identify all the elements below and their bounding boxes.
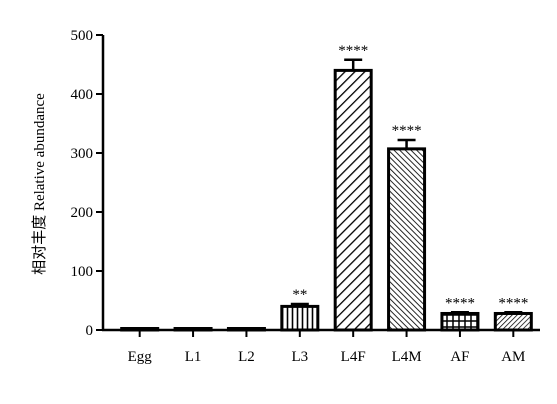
- significance-label: ****: [498, 295, 528, 311]
- labels: 0 100 200 300 400 500 Egg L1 L2 ** L3 **** L4F **** L4…: [71, 28, 529, 365]
- y-tick-label: 200: [71, 205, 94, 221]
- bars: [120, 58, 533, 332]
- bar-l1: [173, 327, 213, 332]
- x-tick-label: L4M: [392, 349, 422, 365]
- x-tick-label: AF: [450, 349, 469, 365]
- x-tick-label: L4F: [341, 349, 366, 365]
- bar-l4f: [333, 68, 373, 332]
- significance-label: ****: [338, 43, 368, 59]
- y-tick-label: 400: [71, 87, 94, 103]
- y-tick-label: 500: [71, 28, 94, 44]
- bar-l3: [280, 304, 320, 332]
- bar-af: [440, 311, 480, 332]
- bar-l2: [226, 327, 266, 332]
- x-tick-label: L2: [238, 349, 255, 365]
- bar-egg: [120, 327, 160, 332]
- axes: [96, 34, 540, 337]
- bar-l4m: [387, 147, 427, 332]
- y-tick-label: 0: [86, 323, 94, 339]
- y-tick-label: 300: [71, 146, 94, 162]
- x-tick-label: L1: [185, 349, 202, 365]
- bar-am: [493, 311, 533, 332]
- x-tick-label: L3: [291, 349, 308, 365]
- y-axis-title: 相对丰度 Relative abundance: [31, 93, 48, 275]
- x-tick-label: AM: [501, 349, 525, 365]
- x-tick-label: Egg: [128, 349, 153, 365]
- significance-label: ****: [445, 295, 475, 311]
- y-tick-label: 100: [71, 264, 94, 280]
- significance-label: ****: [392, 123, 422, 139]
- significance-label: **: [292, 287, 307, 303]
